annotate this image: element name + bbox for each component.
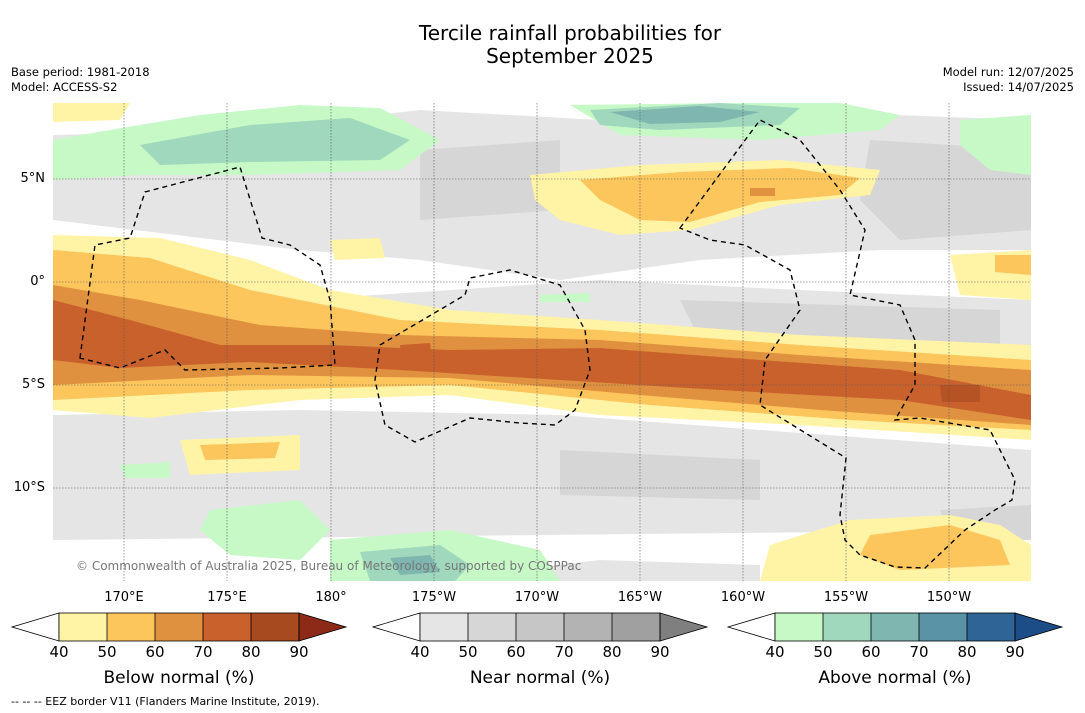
near-normal-colorbar-segment (516, 613, 564, 641)
above-normal-regions (53, 103, 1031, 581)
below-normal-colorbar-tick: 70 (193, 643, 213, 661)
near-normal-colorbar-segment (612, 613, 660, 641)
below-normal-colorbar-tick: 50 (97, 643, 117, 661)
above-normal-colorbar-tick: 60 (861, 643, 881, 661)
lon-label-150w: 150°W (926, 590, 972, 605)
above-normal-colorbar-tick: 70 (909, 643, 929, 661)
below-normal-colorbar-segment (251, 613, 299, 641)
graticule (53, 103, 1031, 581)
lon-label-165w: 165°W (617, 590, 663, 605)
near-normal-colorbar-high-extend (659, 612, 709, 642)
below-normal-colorbar-segment (155, 613, 203, 641)
meta-right: Model run: 12/07/2025 Issued: 14/07/2025 (943, 65, 1074, 95)
near-normal-colorbar-title: Near normal (%) (469, 668, 611, 688)
above-normal-colorbar-tick: 90 (1005, 643, 1025, 661)
lat-label-10s: 10°S (13, 480, 45, 495)
above-normal-colorbar-high-extend (1014, 612, 1064, 642)
above-normal-colorbar-low-extend (726, 612, 776, 642)
below-normal-colorbar-frame (58, 612, 300, 642)
lon-label-175e: 175°E (207, 590, 247, 605)
lon-label-175w: 175°W (411, 590, 457, 605)
near-normal-colorbar-segment (468, 613, 516, 641)
below-normal-colorbar-title: Below normal (%) (103, 668, 255, 688)
above-normal-colorbar-segment (775, 613, 823, 641)
lon-label-180: 180° (315, 590, 347, 605)
lon-label-170e: 170°E (104, 590, 144, 605)
above-normal-colorbar-title: Above normal (%) (818, 668, 972, 688)
eez-legend-note: -- -- -- EEZ border V11 (Flanders Marine… (11, 695, 320, 708)
below-normal-colorbar-tick: 80 (241, 643, 261, 661)
copyright-notice: © Commonwealth of Australia 2025, Bureau… (76, 559, 582, 573)
below-normal-colorbar-segment (203, 613, 251, 641)
above-normal-colorbar-segment (823, 613, 871, 641)
eez-borders (79, 119, 1016, 569)
above-normal-colorbar-frame (774, 612, 1016, 642)
lon-label-170w: 170°W (514, 590, 560, 605)
lat-label-0: 0° (30, 274, 45, 289)
above-normal-colorbar-tick: 80 (957, 643, 977, 661)
near-normal-colorbar-tick: 90 (650, 643, 670, 661)
above-normal-colorbar-segment (967, 613, 1015, 641)
above-normal-colorbar-segment (919, 613, 967, 641)
lon-label-155w: 155°W (823, 590, 869, 605)
base-period: Base period: 1981-2018 (11, 65, 150, 79)
near-normal-colorbar-tick: 60 (506, 643, 526, 661)
near-normal-colorbar-low-extend (371, 612, 421, 642)
near-normal-colorbar-segment (420, 613, 468, 641)
below-normal-colorbar-tick: 90 (289, 643, 309, 661)
lat-label-5n: 5°N (20, 171, 46, 186)
lon-label-160w: 160°W (720, 590, 766, 605)
below-normal-colorbar-segment (107, 613, 155, 641)
model-run: Model run: 12/07/2025 (942, 65, 1074, 79)
below-normal-colorbar-tick: 40 (49, 643, 69, 661)
near-normal-colorbar-segment (564, 613, 612, 641)
above-normal-colorbar-tick: 40 (765, 643, 785, 661)
below-normal-colorbar-low-extend (10, 612, 60, 642)
title-line-1: Tercile rainfall probabilities for (418, 21, 722, 45)
below-normal-colorbar-segment (59, 613, 107, 641)
lat-label-5s: 5°S (21, 377, 45, 392)
issued-date: Issued: 14/07/2025 (963, 80, 1074, 94)
near-normal-colorbar-tick: 40 (410, 643, 430, 661)
near-normal-colorbar-tick: 80 (602, 643, 622, 661)
below-normal-colorbar-high-extend (298, 612, 348, 642)
near-normal-colorbar-frame (419, 612, 661, 642)
above-normal-colorbar-tick: 50 (813, 643, 833, 661)
near-normal-colorbar-tick: 70 (554, 643, 574, 661)
model-name: Model: ACCESS-S2 (11, 80, 118, 94)
near-normal-colorbar-tick: 50 (458, 643, 478, 661)
above-normal-colorbar-segment (871, 613, 919, 641)
title-line-2: September 2025 (486, 44, 654, 68)
meta-left: Base period: 1981-2018 Model: ACCESS-S2 (11, 65, 150, 95)
map-title: Tercile rainfall probabilities for Septe… (0, 22, 1085, 68)
below-normal-colorbar-tick: 60 (145, 643, 165, 661)
